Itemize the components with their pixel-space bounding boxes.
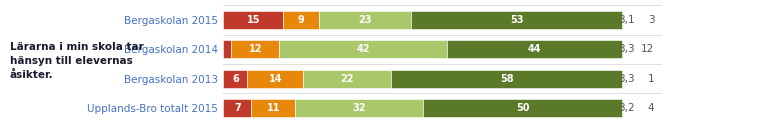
Bar	[423, 99, 622, 117]
Text: 12: 12	[248, 44, 262, 54]
Text: 3,3: 3,3	[618, 44, 634, 54]
Text: Lärarna i min skola tar
hänsyn till elevernas
åsikter.: Lärarna i min skola tar hänsyn till elev…	[10, 42, 144, 81]
Bar	[411, 11, 622, 29]
Text: 12: 12	[641, 44, 654, 54]
Bar	[303, 70, 391, 88]
Text: 1: 1	[648, 74, 654, 84]
Bar	[223, 99, 251, 117]
Text: 14: 14	[269, 74, 282, 84]
Text: 3: 3	[648, 15, 654, 25]
Bar	[295, 99, 423, 117]
Bar	[279, 40, 447, 58]
Bar	[447, 40, 622, 58]
Text: 15: 15	[247, 15, 260, 25]
Text: 9: 9	[298, 15, 304, 25]
Text: 3,2: 3,2	[618, 103, 634, 113]
Bar	[223, 40, 232, 58]
Bar	[319, 11, 411, 29]
Bar	[223, 11, 283, 29]
Text: 42: 42	[357, 44, 369, 54]
Text: 3,1: 3,1	[618, 15, 634, 25]
Bar	[223, 70, 248, 88]
Text: 11: 11	[266, 103, 280, 113]
Bar	[232, 40, 279, 58]
Text: 50: 50	[516, 103, 529, 113]
Text: 32: 32	[352, 103, 366, 113]
Text: 3,3: 3,3	[618, 74, 634, 84]
Text: 22: 22	[341, 74, 354, 84]
Bar	[248, 70, 303, 88]
Text: 6: 6	[232, 74, 238, 84]
Bar	[391, 70, 622, 88]
Bar	[251, 99, 295, 117]
Text: 44: 44	[528, 44, 541, 54]
Text: 53: 53	[510, 15, 523, 25]
Bar	[283, 11, 319, 29]
Text: 4: 4	[648, 103, 654, 113]
Text: 7: 7	[234, 103, 241, 113]
Text: 58: 58	[500, 74, 513, 84]
Text: 23: 23	[358, 15, 372, 25]
